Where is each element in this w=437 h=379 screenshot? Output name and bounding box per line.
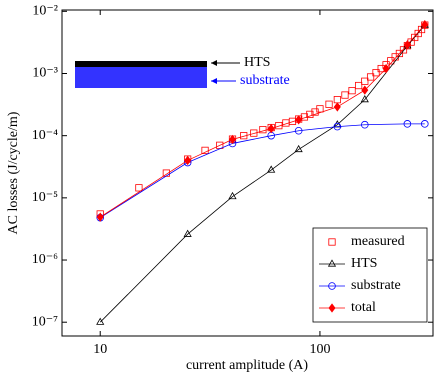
marker	[267, 165, 276, 173]
y-tick-label: 10⁻⁵	[32, 190, 58, 205]
legend-marker	[328, 303, 336, 313]
marker	[403, 40, 411, 50]
marker	[333, 122, 342, 131]
y-tick-label: 10⁻⁴	[32, 128, 58, 143]
marker	[333, 96, 341, 104]
series-line	[99, 24, 426, 323]
marker	[228, 191, 237, 200]
marker	[395, 49, 404, 58]
legend-label: measured	[351, 234, 405, 249]
y-tick-label: 10⁻³	[32, 66, 58, 81]
marker	[316, 105, 324, 113]
marker	[399, 46, 408, 54]
annotation: HTS	[244, 55, 270, 70]
marker	[325, 100, 333, 108]
marker	[333, 102, 341, 112]
legend-marker	[327, 259, 337, 267]
marker	[341, 91, 349, 99]
hts-layer	[75, 61, 207, 67]
arrow-head	[211, 78, 217, 84]
legend-label: substrate	[351, 278, 401, 293]
marker	[372, 69, 380, 77]
legend-label: total	[351, 300, 376, 315]
x-tick-label: 10	[93, 342, 107, 357]
y-tick-label: 10⁻²	[32, 4, 58, 19]
marker	[184, 155, 192, 166]
arrow-head	[211, 60, 217, 66]
marker	[250, 129, 258, 137]
marker	[361, 77, 369, 85]
marker	[403, 120, 412, 128]
marker	[294, 144, 303, 153]
plot-frame	[61, 9, 434, 337]
marker	[382, 63, 390, 74]
y-axis-label: AC losses (J/cycle/m)	[6, 111, 21, 234]
x-tick-label: 100	[309, 342, 330, 357]
y-tick-label: 10⁻⁶	[32, 252, 58, 267]
marker	[355, 81, 363, 90]
marker	[348, 87, 356, 95]
marker	[96, 212, 104, 222]
marker	[294, 126, 303, 135]
marker	[183, 229, 192, 237]
marker	[360, 120, 369, 129]
y-tick-label: 10⁻⁷	[32, 314, 58, 329]
legend-marker	[328, 238, 336, 246]
legend-marker	[328, 282, 336, 290]
marker	[366, 73, 375, 81]
marker	[229, 134, 237, 145]
substrate-layer	[75, 67, 207, 88]
marker	[387, 57, 395, 65]
marker	[135, 184, 143, 192]
marker	[360, 95, 369, 103]
annotation: substrate	[240, 73, 290, 88]
marker	[361, 85, 369, 95]
series-line	[99, 24, 426, 218]
marker	[267, 123, 275, 134]
series-line	[100, 123, 425, 219]
marker	[295, 115, 303, 125]
marker	[275, 122, 283, 130]
x-axis-label: current amplitude (A)	[186, 358, 308, 373]
marker	[420, 120, 429, 128]
marker	[306, 110, 314, 118]
marker	[96, 317, 105, 325]
inset: HTS substrate	[75, 55, 290, 88]
marker	[421, 19, 429, 30]
legend-label: HTS	[351, 256, 377, 271]
